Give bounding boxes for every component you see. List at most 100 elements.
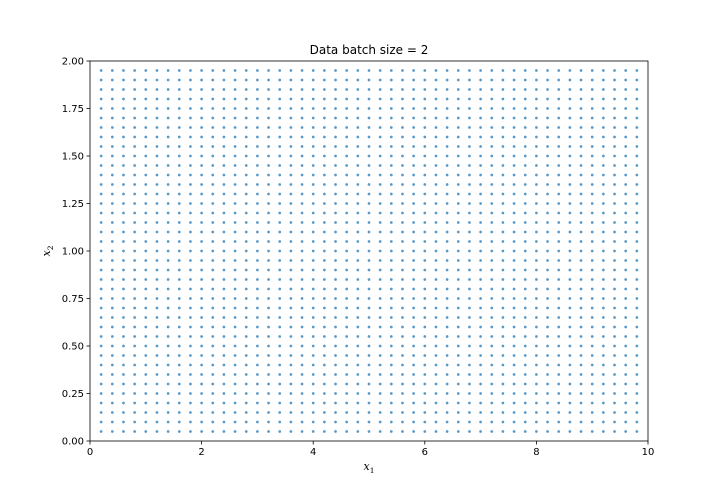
data-point: [300, 211, 304, 215]
data-point: [323, 392, 326, 395]
data-point: [468, 164, 471, 167]
data-point: [378, 259, 382, 262]
data-point: [189, 164, 192, 167]
data-point: [200, 335, 203, 338]
data-point: [200, 363, 203, 367]
data-point: [267, 382, 270, 386]
data-point: [311, 344, 315, 348]
data-point: [244, 401, 248, 405]
data-point: [122, 240, 125, 243]
data-point: [233, 230, 237, 234]
data-point: [568, 116, 572, 120]
data-point: [468, 306, 471, 310]
data-point: [579, 344, 583, 348]
data-point: [222, 420, 226, 424]
data-point: [445, 211, 449, 215]
data-point: [490, 401, 494, 405]
data-point: [200, 373, 203, 376]
data-point: [635, 278, 639, 281]
data-point: [177, 221, 181, 224]
data-point: [323, 373, 326, 376]
data-point: [122, 211, 125, 215]
data-point: [490, 306, 494, 310]
data-point: [300, 382, 304, 386]
data-point: [99, 306, 103, 310]
data-point: [345, 259, 349, 262]
data-point: [557, 278, 561, 281]
data-point: [635, 363, 639, 367]
data-point: [244, 135, 248, 139]
data-point: [200, 164, 203, 167]
data-point: [334, 221, 337, 224]
y-tick-label: 2.00: [62, 57, 84, 68]
data-point: [244, 154, 248, 158]
data-point: [378, 325, 382, 329]
data-point: [222, 344, 226, 348]
data-point: [635, 325, 639, 329]
data-point: [434, 240, 438, 243]
data-point: [423, 325, 427, 329]
data-point: [479, 69, 482, 72]
data-point: [557, 211, 561, 215]
data-point: [523, 97, 527, 101]
data-point: [434, 268, 438, 272]
data-point: [300, 430, 304, 433]
data-point: [602, 335, 605, 338]
data-point: [535, 392, 538, 395]
data-point: [579, 382, 583, 386]
data-point: [278, 325, 282, 329]
data-point: [300, 373, 304, 376]
data-point: [289, 392, 293, 395]
data-point: [278, 88, 282, 91]
data-point: [289, 297, 293, 300]
data-point: [110, 240, 114, 243]
data-point: [311, 325, 315, 329]
data-point: [177, 202, 181, 205]
data-point: [122, 325, 125, 329]
data-point: [378, 316, 382, 319]
data-point: [155, 154, 159, 158]
data-point: [445, 278, 449, 281]
data-point: [256, 211, 259, 215]
data-point: [189, 325, 192, 329]
data-point: [523, 297, 527, 300]
data-point: [356, 173, 360, 177]
data-point: [568, 164, 572, 167]
data-point: [256, 335, 259, 338]
data-point: [546, 183, 549, 186]
data-point: [367, 145, 371, 148]
data-point: [122, 373, 125, 376]
data-point: [490, 107, 494, 110]
x-tick-label: 6: [422, 447, 428, 458]
data-point: [311, 192, 315, 196]
data-point: [635, 249, 639, 253]
data-point: [445, 107, 449, 110]
data-point: [412, 173, 415, 177]
data-point: [613, 88, 616, 91]
data-point: [323, 173, 326, 177]
data-point: [401, 325, 404, 329]
data-point: [345, 335, 349, 338]
data-point: [468, 202, 471, 205]
data-point: [401, 268, 404, 272]
data-point: [356, 249, 360, 253]
data-point: [256, 97, 259, 101]
data-point: [133, 164, 136, 167]
data-point: [155, 420, 159, 424]
data-point: [434, 420, 438, 424]
data-point: [378, 230, 382, 234]
data-point: [401, 306, 404, 310]
data-point: [278, 316, 282, 319]
data-point: [568, 192, 572, 196]
data-point: [345, 411, 349, 414]
data-point: [579, 183, 583, 186]
data-point: [244, 164, 248, 167]
data-point: [155, 135, 159, 139]
data-point: [423, 430, 427, 433]
data-point: [401, 401, 404, 405]
data-point: [289, 202, 293, 205]
data-point: [389, 335, 393, 338]
data-point: [278, 116, 282, 120]
data-point: [122, 78, 125, 82]
data-point: [177, 116, 181, 120]
